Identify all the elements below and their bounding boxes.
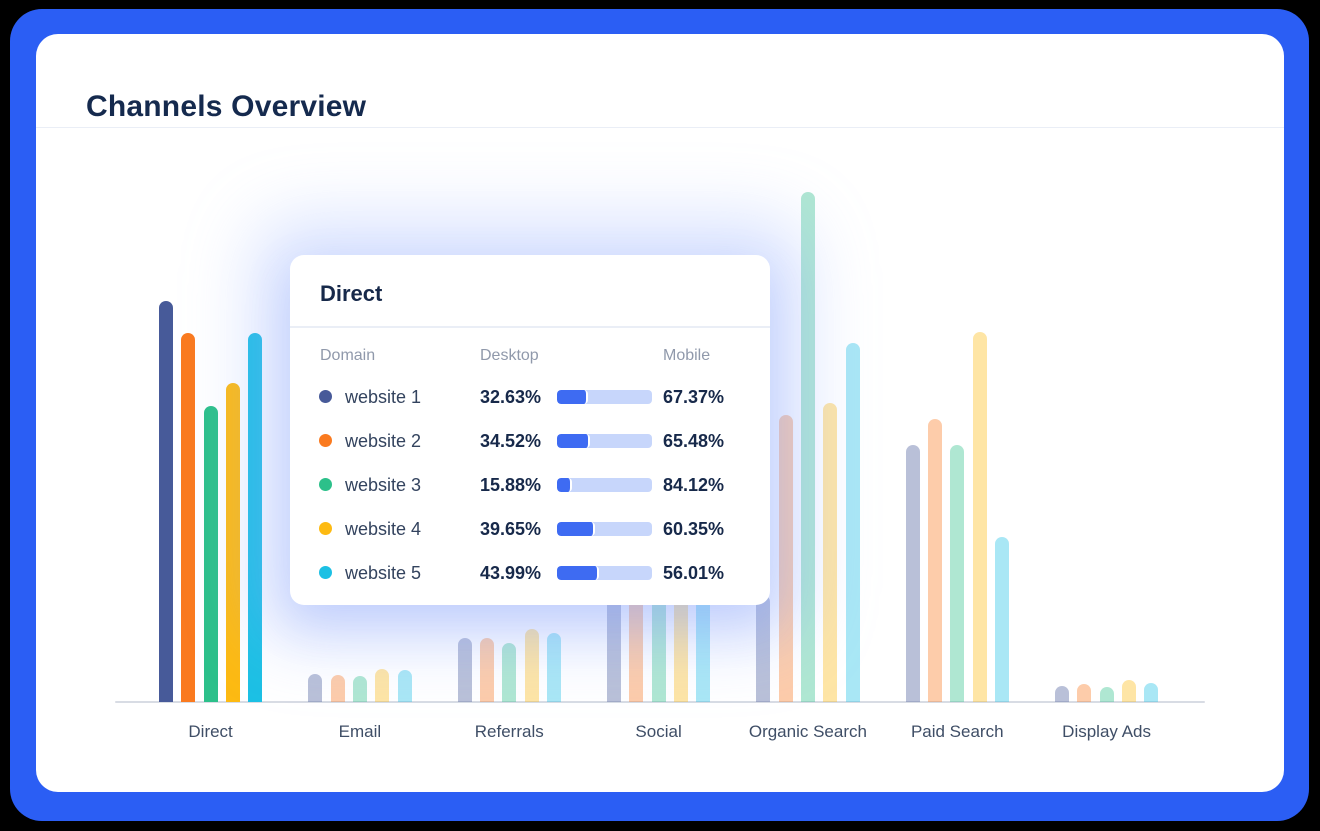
bar-paid-search-website-3[interactable]	[950, 445, 965, 702]
desktop-mobile-ratio-bar	[557, 390, 652, 404]
axis-label-direct: Direct	[188, 722, 233, 741]
bar-referrals-website-5[interactable]	[546, 633, 561, 702]
domain-label: website 1	[345, 387, 422, 407]
series-color-dot	[319, 390, 332, 403]
tooltip-row-website-4: website 4 39.65% 60.35%	[290, 506, 770, 550]
tooltip-row-website-3: website 3 15.88% 84.12%	[290, 462, 770, 506]
desktop-mobile-ratio-bar	[557, 566, 652, 580]
desktop-ratio-fill	[557, 478, 573, 492]
desktop-value: 39.65%	[480, 519, 542, 539]
tooltip-row-website-2: website 2 34.52% 65.48%	[290, 418, 770, 462]
axis-label-display-ads: Display Ads	[1062, 722, 1151, 741]
bar-paid-search-website-2[interactable]	[927, 419, 942, 702]
mobile-value: 67.37%	[663, 387, 725, 407]
bar-direct-website-2[interactable]	[181, 333, 196, 702]
axis-label-social: Social	[635, 722, 682, 741]
desktop-ratio-fill	[557, 566, 599, 580]
tooltip-divider	[290, 326, 770, 328]
bar-organic-search-website-2[interactable]	[778, 415, 793, 702]
tooltip-row-website-5: website 5 43.99% 56.01%	[290, 550, 770, 594]
desktop-ratio-fill	[557, 434, 590, 448]
bar-direct-website-1[interactable]	[159, 301, 173, 702]
tooltip-direct: Direct Domain Desktop Mobile website 1 32…	[290, 255, 770, 605]
bar-email-website-2[interactable]	[330, 675, 345, 702]
bar-referrals-website-3[interactable]	[502, 643, 517, 702]
desktop-value: 43.99%	[480, 563, 542, 583]
domain-label: website 2	[345, 431, 422, 451]
tooltip-row-website-1: website 1 32.63% 67.37%	[290, 374, 770, 418]
desktop-value: 32.63%	[480, 387, 542, 407]
desktop-value: 15.88%	[480, 475, 542, 495]
domain-label: website 4	[345, 519, 422, 539]
desktop-mobile-ratio-bar	[557, 522, 652, 536]
series-color-dot	[319, 522, 332, 535]
bar-organic-search-website-3[interactable]	[800, 192, 815, 702]
domain-label: website 5	[345, 563, 422, 583]
bar-direct-website-5[interactable]	[248, 333, 263, 702]
desktop-ratio-fill	[557, 522, 595, 536]
bar-paid-search-website-5[interactable]	[994, 537, 1009, 702]
desktop-ratio-fill	[557, 390, 588, 404]
desktop-value: 34.52%	[480, 431, 542, 451]
series-color-dot	[319, 478, 332, 491]
bar-organic-search-website-4[interactable]	[823, 403, 838, 702]
tooltip-column-headers: Domain Desktop Mobile	[290, 347, 770, 369]
bar-display-ads-website-5[interactable]	[1144, 683, 1159, 702]
bar-direct-website-4[interactable]	[225, 383, 240, 702]
bar-display-ads-website-1[interactable]	[1054, 686, 1069, 702]
bar-paid-search-website-4[interactable]	[972, 332, 987, 702]
axis-label-referrals: Referrals	[474, 722, 544, 741]
series-color-dot	[319, 566, 332, 579]
bar-referrals-website-2[interactable]	[479, 638, 494, 702]
bar-email-website-3[interactable]	[352, 676, 367, 702]
mobile-value: 56.01%	[663, 563, 725, 583]
bar-display-ads-website-3[interactable]	[1099, 687, 1114, 702]
column-header-mobile: Mobile	[663, 347, 711, 364]
bar-display-ads-website-4[interactable]	[1121, 680, 1136, 702]
bar-organic-search-website-5[interactable]	[845, 343, 860, 702]
bar-referrals-website-1[interactable]	[457, 638, 472, 702]
bar-email-website-4[interactable]	[375, 669, 390, 702]
bar-direct-website-3[interactable]	[203, 406, 218, 702]
bar-referrals-website-4[interactable]	[524, 629, 539, 702]
bar-email-website-1[interactable]	[308, 674, 323, 702]
desktop-mobile-ratio-bar	[557, 434, 652, 448]
axis-label-email: Email	[338, 722, 382, 741]
bar-social-website-3[interactable]	[651, 584, 666, 702]
axis-label-paid-search: Paid Search	[910, 722, 1004, 741]
domain-label: website 3	[345, 475, 422, 495]
header-divider	[36, 127, 1284, 128]
mobile-value: 60.35%	[663, 519, 725, 539]
x-axis-line	[115, 701, 1205, 703]
desktop-mobile-ratio-bar	[557, 478, 652, 492]
bar-organic-search-website-1[interactable]	[756, 595, 771, 702]
series-color-dot	[319, 434, 332, 447]
page-title: Channels Overview	[86, 90, 367, 123]
bar-paid-search-website-1[interactable]	[905, 445, 920, 702]
axis-label-organic-search: Organic Search	[748, 722, 867, 741]
mobile-value: 65.48%	[663, 431, 725, 451]
mobile-value: 84.12%	[663, 475, 725, 495]
tooltip-title: Direct	[320, 281, 383, 306]
column-header-desktop: Desktop	[480, 347, 539, 364]
column-header-domain: Domain	[320, 347, 376, 364]
bar-email-website-5[interactable]	[397, 670, 412, 702]
bar-display-ads-website-2[interactable]	[1077, 684, 1092, 702]
